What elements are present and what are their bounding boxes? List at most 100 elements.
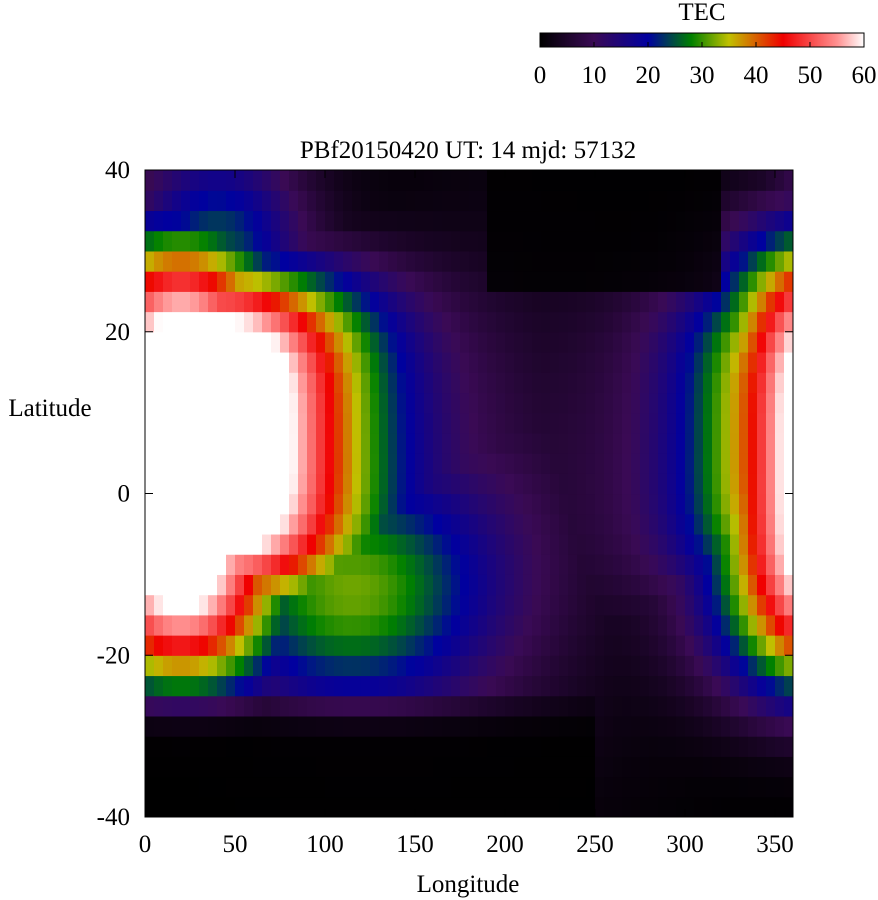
- heatmap-cell: [262, 715, 272, 737]
- heatmap-cell: [361, 715, 371, 737]
- heatmap-cell: [379, 250, 389, 272]
- heatmap-cell: [145, 574, 155, 596]
- heatmap-cell: [370, 675, 380, 697]
- heatmap-cell: [334, 473, 344, 495]
- heatmap-cell: [505, 635, 515, 656]
- heatmap-cell: [451, 412, 461, 434]
- heatmap-cell: [208, 675, 218, 697]
- heatmap-cell: [658, 675, 668, 697]
- heatmap-cell: [478, 473, 488, 495]
- heatmap-cell: [226, 675, 236, 697]
- heatmap-cell: [352, 493, 362, 515]
- heatmap-cell: [559, 453, 569, 474]
- heatmap-cell: [748, 473, 758, 495]
- heatmap-cell: [739, 210, 749, 232]
- heatmap-cell: [613, 533, 623, 555]
- heatmap-cell: [496, 554, 506, 575]
- heatmap-cell: [523, 655, 533, 677]
- heatmap-cell: [235, 453, 245, 474]
- heatmap-cell: [586, 250, 596, 272]
- heatmap-cell: [190, 170, 200, 191]
- heatmap-cell: [460, 574, 470, 596]
- heatmap-cell: [640, 372, 650, 394]
- heatmap-cell: [145, 210, 155, 232]
- heatmap-cell: [487, 695, 497, 717]
- heatmap-cell: [622, 271, 632, 292]
- heatmap-cell: [703, 412, 713, 434]
- heatmap-cell: [676, 614, 686, 636]
- heatmap-cell: [757, 291, 767, 313]
- heatmap-cell: [271, 695, 281, 717]
- heatmap-cell: [622, 392, 632, 414]
- heatmap-cell: [415, 533, 425, 555]
- heatmap-cell: [334, 392, 344, 414]
- heatmap-cell: [523, 776, 533, 798]
- heatmap-cell: [343, 291, 353, 313]
- heatmap-cell: [280, 190, 290, 212]
- heatmap-cell: [676, 695, 686, 717]
- heatmap-cell: [226, 392, 236, 414]
- heatmap-cell: [757, 351, 767, 373]
- heatmap-cell: [559, 190, 569, 212]
- heatmap-cell: [766, 756, 776, 778]
- heatmap-cell: [775, 190, 785, 212]
- heatmap-cell: [451, 473, 461, 495]
- heatmap-cell: [676, 473, 686, 495]
- heatmap-cell: [586, 493, 596, 515]
- heatmap-cell: [667, 574, 677, 596]
- heatmap-cell: [370, 331, 380, 353]
- heatmap-cell: [145, 453, 155, 474]
- heatmap-cell: [379, 533, 389, 555]
- heatmap-cell: [748, 351, 758, 373]
- heatmap-cell: [649, 715, 659, 737]
- heatmap-cell: [244, 715, 254, 737]
- heatmap-cell: [676, 513, 686, 535]
- heatmap-cell: [388, 715, 398, 737]
- heatmap-cell: [613, 635, 623, 656]
- heatmap-cell: [226, 614, 236, 636]
- heatmap-cell: [514, 250, 524, 272]
- heatmap-cell: [424, 170, 434, 191]
- heatmap-cell: [181, 250, 191, 272]
- heatmap-cell: [586, 412, 596, 434]
- heatmap-cell: [190, 695, 200, 717]
- heatmap-cell: [208, 695, 218, 717]
- heatmap-cell: [145, 271, 155, 292]
- heatmap-cell: [667, 493, 677, 515]
- heatmap-cell: [181, 190, 191, 212]
- heatmap-cell: [784, 291, 793, 313]
- heatmap-cell: [379, 210, 389, 232]
- heatmap-cell: [766, 170, 776, 191]
- heatmap-cell: [595, 453, 605, 474]
- heatmap-cell: [280, 635, 290, 656]
- heatmap-cell: [685, 291, 695, 313]
- heatmap-cell: [514, 311, 524, 333]
- heatmap-cell: [631, 513, 641, 535]
- heatmap-cell: [253, 776, 263, 798]
- heatmap-cell: [469, 291, 479, 313]
- heatmap-cell: [424, 453, 434, 474]
- heatmap-cell: [271, 372, 281, 394]
- heatmap-cell: [676, 453, 686, 474]
- heatmap-cell: [478, 412, 488, 434]
- heatmap-cell: [577, 796, 587, 817]
- heatmap-cell: [352, 655, 362, 677]
- heatmap-cell: [766, 331, 776, 353]
- heatmap-cell: [586, 776, 596, 798]
- heatmap-cell: [460, 331, 470, 353]
- heatmap-cell: [550, 210, 560, 232]
- heatmap-cell: [559, 331, 569, 353]
- heatmap-cell: [757, 372, 767, 394]
- heatmap-cell: [190, 473, 200, 495]
- heatmap-cell: [289, 513, 299, 535]
- heatmap-cell: [307, 453, 317, 474]
- heatmap-cell: [370, 412, 380, 434]
- heatmap-cell: [280, 554, 290, 575]
- heatmap-cell: [676, 675, 686, 697]
- heatmap-cell: [316, 210, 326, 232]
- heatmap-cell: [190, 311, 200, 333]
- heatmap-cell: [631, 372, 641, 394]
- heatmap-cell: [208, 756, 218, 778]
- heatmap-cell: [208, 311, 218, 333]
- heatmap-cell: [253, 533, 263, 555]
